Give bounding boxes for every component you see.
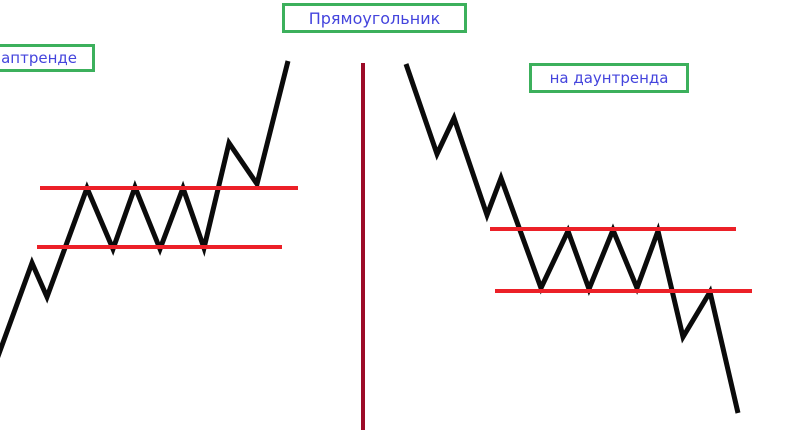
downtrend-label-box: на даунтренда <box>529 63 689 93</box>
price-zigzag-line <box>0 60 291 359</box>
uptrend-label-box: аптренде <box>0 44 95 72</box>
pattern-title-box: Прямоугольник <box>282 3 467 33</box>
downtrend-label: на даунтренда <box>549 69 669 87</box>
rectangle-on-downtrend <box>403 63 752 414</box>
uptrend-label: аптренде <box>1 49 77 67</box>
price-zigzag-line <box>403 63 741 414</box>
pattern-title-label: Прямоугольник <box>308 8 441 28</box>
rectangle-on-uptrend <box>0 60 298 359</box>
